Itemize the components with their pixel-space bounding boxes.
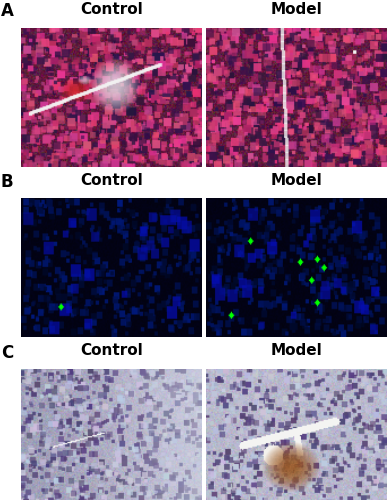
Text: Control: Control (81, 172, 143, 188)
Text: B: B (1, 173, 13, 191)
Text: Control: Control (81, 2, 143, 17)
Text: A: A (1, 2, 14, 21)
Text: Control: Control (81, 343, 143, 358)
Text: Model: Model (271, 172, 322, 188)
Text: Model: Model (271, 2, 322, 17)
Text: C: C (1, 344, 13, 361)
Text: Model: Model (271, 343, 322, 358)
